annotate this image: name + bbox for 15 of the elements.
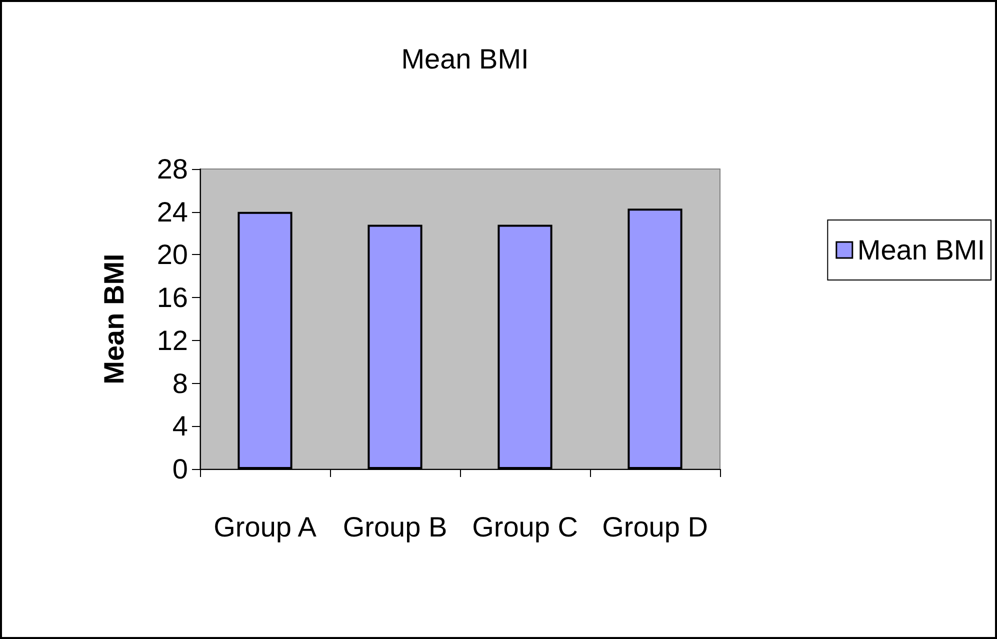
y-tick-label: 12 (156, 324, 188, 356)
x-tick-label: Group D (602, 512, 708, 542)
legend-label: Mean BMI (857, 234, 986, 266)
y-tick-label: 4 (172, 410, 188, 442)
y-tick-label: 28 (156, 154, 188, 184)
y-axis-title: Mean BMI (401, 44, 529, 74)
text: Mean BMI (98, 254, 130, 384)
y-tick-label: 24 (156, 196, 188, 228)
y-tick-label: 0 (172, 454, 188, 484)
y-tick-label: 16 (156, 282, 188, 314)
y-tick-label: 20 (156, 239, 188, 270)
y-tick-label: 8 (172, 368, 188, 399)
x-tick-label: Group A (214, 512, 317, 542)
x-tick-label: Group B (342, 512, 448, 542)
x-tick-label: Group C (472, 512, 578, 542)
